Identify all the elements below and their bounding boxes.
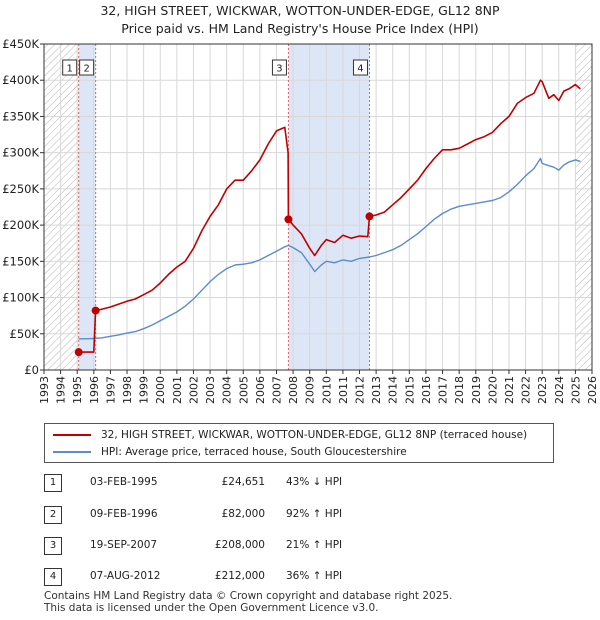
sale-label: 1 <box>67 64 73 75</box>
x-tick-label: 2026 <box>586 376 599 404</box>
row-marker: 1 <box>44 474 62 492</box>
table-row: 1 03-FEB-1995 £24,651 43% ↓ HPI <box>0 472 600 496</box>
sale-point <box>74 348 83 357</box>
y-tick-label: £50K <box>10 327 40 341</box>
legend-label-hpi: HPI: Average price, terraced house, Sout… <box>101 446 407 458</box>
x-tick-label: 2010 <box>320 376 333 404</box>
x-tick-label: 2015 <box>403 376 416 404</box>
series-line-price <box>78 79 581 353</box>
sale-point <box>91 306 100 315</box>
x-tick-label: 2012 <box>354 376 367 404</box>
sale-label-box <box>79 59 95 76</box>
hatched-region <box>44 44 79 370</box>
row-hpi: 36% ↑ HPI <box>286 570 343 582</box>
row-date: 09-FEB-1996 <box>90 508 158 520</box>
chart-title: 32, HIGH STREET, WICKWAR, WOTTON-UNDER-E… <box>100 3 500 18</box>
x-tick-label: 2003 <box>204 376 217 404</box>
x-tick-label: 2019 <box>470 376 483 404</box>
table-row: 3 19-SEP-2007 £208,000 21% ↑ HPI <box>0 535 600 559</box>
row-price: £24,651 <box>221 476 265 488</box>
x-tick-label: 2017 <box>437 376 450 404</box>
y-tick-label: £350K <box>2 109 39 123</box>
y-tick-label: £250K <box>2 182 39 196</box>
row-price: £208,000 <box>214 539 265 551</box>
sale-label: 3 <box>276 64 282 75</box>
x-tick-label: 2011 <box>337 376 350 404</box>
row-price: £82,000 <box>221 508 265 520</box>
x-tick-label: 2004 <box>221 376 234 404</box>
x-tick-label: 1994 <box>55 376 68 404</box>
y-tick-label: £400K <box>2 73 39 87</box>
x-tick-label: 2009 <box>304 376 317 404</box>
x-tick-label: 2006 <box>254 376 267 404</box>
row-hpi: 43% ↓ HPI <box>286 476 343 488</box>
legend-label-price: 32, HIGH STREET, WICKWAR, WOTTON-UNDER-E… <box>101 429 528 441</box>
row-marker: 3 <box>44 537 62 555</box>
row-hpi: 21% ↑ HPI <box>286 539 343 551</box>
y-tick-label: £300K <box>2 146 39 160</box>
sale-point <box>365 212 374 221</box>
x-tick-label: 2021 <box>503 376 516 404</box>
row-date: 19-SEP-2007 <box>90 539 158 551</box>
footer-copyright: Contains HM Land Registry data © Crown c… <box>44 590 453 602</box>
table-row: 4 07-AUG-2012 £212,000 36% ↑ HPI <box>0 566 600 590</box>
x-tick-label: 1996 <box>88 376 101 404</box>
plot-border <box>43 43 593 371</box>
x-tick-label: 1998 <box>121 376 134 404</box>
x-tick-label: 2024 <box>553 376 566 404</box>
sale-label-box <box>62 59 78 76</box>
x-tick-label: 2008 <box>287 376 300 404</box>
series-line-hpi <box>78 157 581 340</box>
x-tick-label: 2001 <box>171 376 184 404</box>
sale-label-box <box>352 59 368 76</box>
row-date: 07-AUG-2012 <box>90 570 161 582</box>
row-marker: 2 <box>44 506 62 524</box>
row-date: 03-FEB-1995 <box>90 476 158 488</box>
x-tick-label: 1993 <box>38 376 51 404</box>
y-tick-label: £100K <box>2 291 39 305</box>
x-tick-label: 2000 <box>154 376 167 404</box>
x-tick-label: 1997 <box>104 376 117 404</box>
x-tick-label: 2020 <box>486 376 499 404</box>
x-tick-label: 1995 <box>71 376 84 404</box>
x-tick-label: 2002 <box>187 376 200 404</box>
legend-swatch-price <box>53 434 91 436</box>
x-tick-label: 2022 <box>520 376 533 404</box>
sale-label-box <box>271 59 287 76</box>
x-tick-label: 2005 <box>237 376 250 404</box>
y-tick-label: £150K <box>2 254 39 268</box>
x-tick-label: 2007 <box>270 376 283 404</box>
y-tick-label: £200K <box>2 218 39 232</box>
x-tick-label: 2025 <box>569 376 582 404</box>
sale-label: 2 <box>83 64 89 75</box>
x-tick-label: 2016 <box>420 376 433 404</box>
row-hpi: 92% ↑ HPI <box>286 508 343 520</box>
chart-subtitle: Price paid vs. HM Land Registry's House … <box>121 21 479 36</box>
x-tick-label: 2023 <box>536 376 549 404</box>
row-price: £212,000 <box>214 570 265 582</box>
shaded-region <box>78 44 96 370</box>
x-tick-label: 1999 <box>138 376 151 404</box>
sale-point <box>284 215 293 224</box>
y-tick-label: £450K <box>2 37 39 51</box>
row-marker: 4 <box>44 568 62 586</box>
hatched-region <box>575 44 592 370</box>
x-tick-label: 2018 <box>453 376 466 404</box>
x-tick-label: 2014 <box>387 376 400 404</box>
y-tick-label: £0 <box>24 363 39 377</box>
footer-licence: This data is licensed under the Open Gov… <box>44 602 379 614</box>
chart-legend: 32, HIGH STREET, WICKWAR, WOTTON-UNDER-E… <box>44 423 554 463</box>
table-row: 2 09-FEB-1996 £82,000 92% ↑ HPI <box>0 504 600 528</box>
shaded-region <box>288 44 370 370</box>
sale-label: 4 <box>357 64 363 75</box>
legend-swatch-hpi <box>53 451 91 453</box>
x-tick-label: 2013 <box>370 376 383 404</box>
